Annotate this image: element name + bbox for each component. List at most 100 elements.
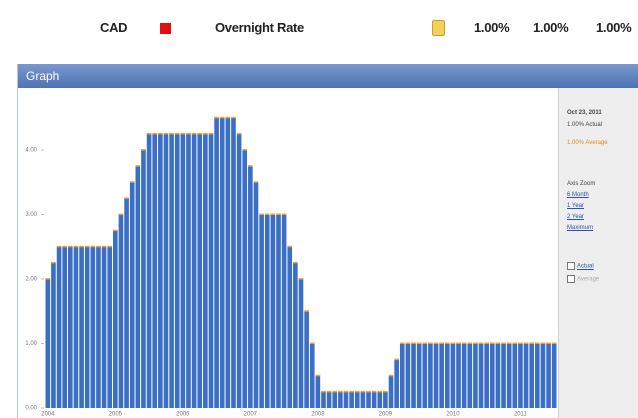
toggle-label[interactable]: Average	[577, 276, 600, 283]
bar-cap	[371, 390, 377, 393]
bar	[456, 343, 461, 408]
bar	[84, 246, 90, 408]
bar-cap	[219, 116, 225, 119]
bar-cap	[332, 390, 338, 393]
bar-cap	[253, 181, 259, 183]
bar	[529, 343, 534, 408]
bar-cap	[129, 181, 135, 183]
bar	[467, 343, 473, 408]
bar	[501, 343, 506, 408]
instrument-name: Overnight Rate	[215, 20, 304, 35]
note-icon[interactable]	[432, 20, 445, 36]
bar-cap	[174, 132, 180, 135]
bar	[383, 391, 388, 408]
checkbox[interactable]	[567, 275, 575, 283]
bar-cap	[551, 342, 557, 345]
bar	[169, 133, 174, 408]
x-tick-label: 2008	[311, 412, 325, 418]
x-tick-label: 2011	[514, 412, 528, 418]
bar-cap	[366, 390, 371, 393]
bar-cap	[388, 374, 394, 377]
bar	[51, 262, 56, 408]
bar-cap	[101, 245, 107, 248]
bar	[101, 246, 107, 408]
bar	[411, 343, 416, 408]
bar	[405, 343, 411, 408]
bar	[371, 391, 377, 408]
bar	[129, 182, 135, 408]
bar	[135, 166, 141, 408]
bar-cap	[152, 132, 158, 135]
y-tick-label: 3.00	[25, 212, 37, 218]
bar	[399, 343, 405, 408]
y-tick-label: 4.00	[25, 148, 37, 154]
checkbox[interactable]	[567, 262, 575, 270]
bar	[96, 246, 101, 408]
zoom-link[interactable]: Maximum	[567, 225, 594, 231]
bar-cap	[416, 342, 422, 345]
color-swatch	[160, 23, 171, 34]
zoom-link[interactable]: 2 Year	[567, 214, 585, 220]
bar	[225, 117, 231, 408]
bar-cap	[203, 132, 208, 135]
zoom-title: Axis Zoom	[567, 181, 596, 187]
bar-cap	[518, 342, 523, 345]
bar-cap	[158, 132, 163, 135]
bar-cap	[354, 390, 360, 393]
toggle-label[interactable]: Actual	[577, 263, 594, 270]
y-tick-label: 1.00	[25, 341, 37, 347]
bar-cap	[96, 245, 101, 248]
bar	[45, 279, 51, 408]
bar-cap	[107, 245, 113, 248]
bar	[68, 246, 73, 408]
bar	[146, 133, 152, 408]
bar-cap	[236, 132, 242, 135]
bar	[551, 343, 557, 408]
bar	[191, 133, 197, 408]
bar	[321, 391, 326, 408]
average-value: 1.00% Average	[567, 140, 608, 146]
bar	[388, 375, 394, 408]
bar	[242, 150, 248, 408]
bar-cap	[56, 245, 62, 248]
bar-cap	[512, 342, 518, 345]
bar	[309, 343, 315, 408]
bar-cap	[546, 342, 551, 345]
zoom-link[interactable]: 1 Year	[567, 203, 585, 209]
bar-cap	[315, 374, 321, 377]
bar	[394, 359, 399, 408]
bar-cap	[439, 342, 444, 345]
bar	[512, 343, 518, 408]
bar	[208, 133, 214, 408]
bar	[56, 246, 62, 408]
bar	[90, 246, 96, 408]
bar-cap	[287, 245, 293, 248]
bar	[180, 133, 186, 408]
bar	[293, 262, 298, 408]
bar	[158, 133, 163, 408]
bar-cap	[264, 213, 270, 216]
bar	[433, 343, 439, 408]
bar	[287, 246, 293, 408]
bar-cap	[304, 310, 309, 312]
bar-cap	[208, 132, 214, 135]
panel-header: Graph	[18, 64, 638, 88]
zoom-link[interactable]: 6 Month	[567, 192, 589, 198]
bar	[444, 343, 450, 408]
y-tick-label: 2.00	[25, 277, 37, 283]
bar	[124, 198, 129, 408]
bar	[422, 343, 428, 408]
bar	[203, 133, 208, 408]
bar-cap	[84, 245, 90, 248]
bar	[197, 133, 203, 408]
bar	[315, 375, 321, 408]
bar-cap	[377, 390, 383, 393]
bar-cap	[399, 342, 405, 345]
bar	[219, 117, 225, 408]
bar-cap	[540, 342, 546, 345]
actual-value: 1.00% Actual	[567, 122, 603, 128]
bar	[163, 133, 169, 408]
bar-cap	[405, 342, 411, 345]
bar	[298, 279, 304, 408]
bar-cap	[450, 342, 456, 345]
